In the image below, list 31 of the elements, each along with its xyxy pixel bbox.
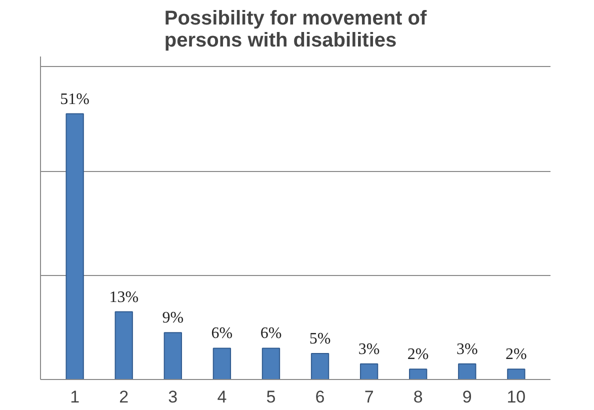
x-tick-label: 8 <box>413 388 423 406</box>
bar <box>310 352 330 380</box>
data-label: 6% <box>211 325 233 342</box>
x-tick-label: 7 <box>364 388 374 406</box>
bar <box>114 311 133 380</box>
data-label: 9% <box>162 310 184 327</box>
x-tick-label: 5 <box>266 388 276 406</box>
bar <box>360 363 378 380</box>
data-label: 3% <box>456 340 478 358</box>
data-label: 5% <box>309 330 331 348</box>
bar <box>262 348 280 380</box>
data-label: 13% <box>109 288 139 306</box>
x-tick-label: 1 <box>70 388 80 406</box>
data-label: 6% <box>260 325 282 342</box>
x-tick-label: 2 <box>119 388 129 406</box>
bar <box>66 113 84 380</box>
x-tick-label: 10 <box>506 388 526 406</box>
data-label: 51% <box>60 90 90 108</box>
chart-title: Possibility for movement of persons with disabilities <box>164 8 427 52</box>
x-tick-label: 6 <box>315 388 325 406</box>
x-tick-label: 9 <box>462 388 472 406</box>
x-tick-label: 3 <box>168 388 178 406</box>
data-label: 3% <box>358 340 380 358</box>
bar <box>458 363 476 380</box>
data-label: 2% <box>506 346 527 364</box>
bar <box>507 368 526 380</box>
bar <box>409 368 428 380</box>
data-label: 2% <box>407 346 429 364</box>
x-tick-label: 4 <box>217 388 227 406</box>
bar <box>212 348 232 380</box>
bar <box>164 332 182 380</box>
